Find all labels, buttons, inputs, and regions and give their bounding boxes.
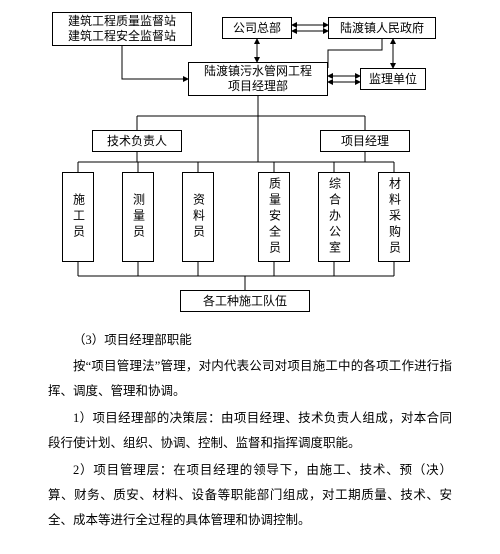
text: 2）项目管理层：在项目经理的领导下，由施工、技术、预（决）算、财务、质安、材料、… [48,463,452,527]
text: 按“项目管理法”管理，对内代表公司对项目施工中的各项工作进行指挥、调度、管理和协… [48,359,452,398]
label: 综合办公室 [327,177,342,257]
label: 项目经理 [341,134,389,149]
heading-3: （3）项目经理部职能 [48,328,452,353]
node-b3: 资料员 [182,172,214,262]
node-b1: 施工员 [62,172,94,262]
label: 技术负责人 [107,134,167,149]
node-tech-lead: 技术负责人 [92,130,182,152]
text: 1）项目经理部的决策层：由项目经理、技术负责人组成，对本合同段行使计划、组织、协… [48,411,452,450]
node-project-dept: 陆渡镇污水管网工程 项目经理部 [188,62,328,96]
label: 各工种施工队伍 [203,294,287,309]
para-1: 按“项目管理法”管理，对内代表公司对项目施工中的各项工作进行指挥、调度、管理和协… [48,354,452,404]
node-gov: 陆渡镇人民政府 [328,17,436,39]
node-b6: 材料采购员 [378,172,410,262]
label: 资料员 [191,193,206,241]
node-b4: 质量安全员 [258,172,290,262]
para-2: 1）项目经理部的决策层：由项目经理、技术负责人组成，对本合同段行使计划、组织、协… [48,406,452,456]
text: （3）项目经理部职能 [73,333,192,347]
label: 测量员 [131,193,146,241]
label: 陆渡镇人民政府 [340,21,424,36]
node-project-manager: 项目经理 [320,130,410,152]
node-b2: 测量员 [122,172,154,262]
chart-edges [0,0,500,330]
label: 建筑工程质量监督站 建筑工程安全监督站 [68,14,176,44]
node-teams: 各工种施工队伍 [180,290,310,312]
label: 陆渡镇污水管网工程 项目经理部 [204,64,312,94]
label: 施工员 [71,193,86,241]
label: 质量安全员 [267,177,282,257]
para-3: 2）项目管理层：在项目经理的领导下，由施工、技术、预（决）算、财务、质安、材料、… [48,458,452,533]
node-supervision-stations: 建筑工程质量监督站 建筑工程安全监督站 [52,12,192,46]
node-b5: 综合办公室 [318,172,350,262]
label: 材料采购员 [387,177,402,257]
node-supervisor-unit: 监理单位 [360,68,426,90]
label: 公司总部 [233,21,281,36]
label: 监理单位 [369,72,417,87]
node-company-hq: 公司总部 [222,17,292,39]
